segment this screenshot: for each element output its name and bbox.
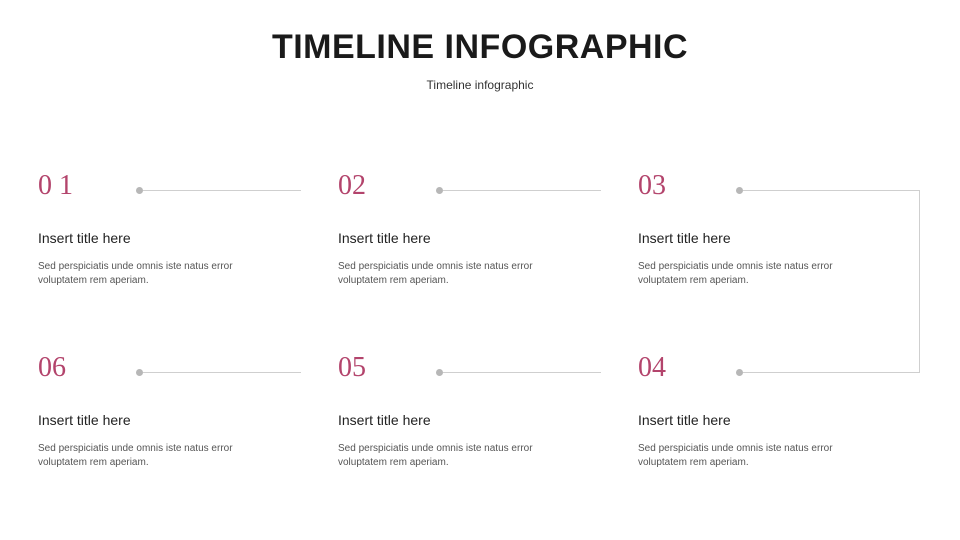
connector-dot-icon xyxy=(136,187,143,194)
step-body: Sed perspiciatis unde omnis iste natus e… xyxy=(338,442,578,469)
page-title: TIMELINE INFOGRAPHIC xyxy=(0,28,960,67)
step-title: Insert title here xyxy=(638,412,918,428)
connector-dot-icon xyxy=(736,187,743,194)
connector-line xyxy=(143,372,301,373)
step-01: 0 1 Insert title here Sed perspiciatis u… xyxy=(38,170,318,287)
step-05: 05 Insert title here Sed perspiciatis un… xyxy=(338,352,618,469)
step-number: 06 xyxy=(38,352,318,384)
connector-line xyxy=(443,372,601,373)
page-subtitle: Timeline infographic xyxy=(0,78,960,92)
connector-line xyxy=(743,190,920,191)
step-number: 0 1 xyxy=(38,170,318,202)
step-03: 03 Insert title here Sed perspiciatis un… xyxy=(638,170,918,287)
step-title: Insert title here xyxy=(38,412,318,428)
step-title: Insert title here xyxy=(338,412,618,428)
connector-line xyxy=(143,190,301,191)
step-04: 04 Insert title here Sed perspiciatis un… xyxy=(638,352,918,469)
step-body: Sed perspiciatis unde omnis iste natus e… xyxy=(38,260,278,287)
step-body: Sed perspiciatis unde omnis iste natus e… xyxy=(338,260,578,287)
step-06: 06 Insert title here Sed perspiciatis un… xyxy=(38,352,318,469)
step-title: Insert title here xyxy=(338,230,618,246)
connector-dot-icon xyxy=(136,369,143,376)
step-02: 02 Insert title here Sed perspiciatis un… xyxy=(338,170,618,287)
step-title: Insert title here xyxy=(38,230,318,246)
step-number: 05 xyxy=(338,352,618,384)
connector-line xyxy=(743,372,920,373)
timeline-infographic-slide: { "header": { "title": "TIMELINE INFOGRA… xyxy=(0,0,960,540)
connector-line xyxy=(443,190,601,191)
step-number: 02 xyxy=(338,170,618,202)
step-body: Sed perspiciatis unde omnis iste natus e… xyxy=(638,260,878,287)
step-number: 04 xyxy=(638,352,918,384)
step-title: Insert title here xyxy=(638,230,918,246)
connector-dot-icon xyxy=(436,369,443,376)
step-number: 03 xyxy=(638,170,918,202)
connector-line xyxy=(919,190,920,372)
connector-dot-icon xyxy=(736,369,743,376)
step-body: Sed perspiciatis unde omnis iste natus e… xyxy=(638,442,878,469)
connector-dot-icon xyxy=(436,187,443,194)
step-body: Sed perspiciatis unde omnis iste natus e… xyxy=(38,442,278,469)
